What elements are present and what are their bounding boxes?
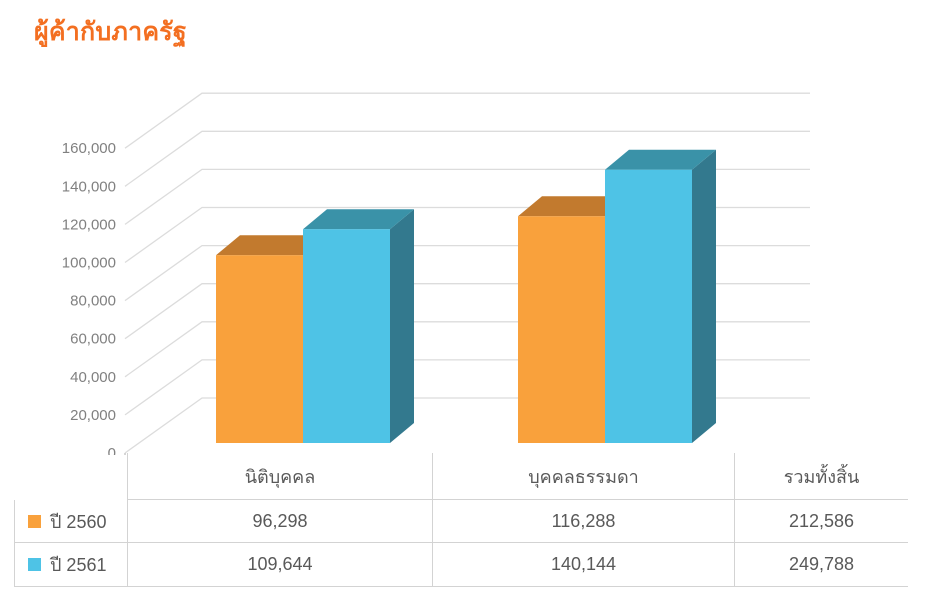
bar-side-face [692,149,716,444]
bar-top-face [605,149,716,170]
y-axis-tick-label: 0 [108,445,116,455]
legend-swatch-2561-icon [28,558,41,571]
bar-front-face [303,229,390,443]
gridline [124,92,810,149]
bar-chart-3d: 0 20,000 40,000 60,000 80,000 100,000 120,000 1… [62,92,810,455]
table-cell: 249,788 [735,543,908,587]
y-axis-tick-label: 120,000 [62,216,116,233]
table-header-legend-spacer [14,453,128,500]
column-header: นิติบุคคล [128,453,433,500]
legend-swatch-2560-icon [28,514,41,528]
bar-front-face [605,169,692,444]
bar-top-face [303,209,414,230]
legend-label: ปี 2560 [50,511,107,532]
y-axis-tick-label: 160,000 [62,140,116,157]
column-header: บุคคลธรรมดา [433,453,735,500]
y-axis-tick-label: 100,000 [62,255,116,272]
page-title: ผู้ค้ากับภาครัฐ [34,18,187,46]
bar-top-face [216,235,327,256]
gridline [124,130,810,187]
table-cell: 109,644 [128,543,433,587]
legend-item-2561: ปี 2561 [14,543,128,587]
y-axis-tick-label: 140,000 [62,178,116,195]
table-cell: 140,144 [433,543,735,587]
bar-front-face [518,216,605,443]
y-axis-tick-label: 80,000 [70,293,116,310]
table-cell: 212,586 [735,500,908,543]
bar-front-face [216,255,303,443]
column-header: รวมทั้งสิ้น [735,453,908,500]
table-cell: 96,298 [128,500,433,543]
y-axis-tick-label: 60,000 [70,331,116,348]
bar-side-face [390,209,414,443]
table-cell: 116,288 [433,500,735,543]
bar-top-face [518,196,629,217]
y-axis-tick-label: 20,000 [70,407,116,424]
data-table: นิติบุคคล บุคคลธรรมดา รวมทั้งสิ้น ปี 256… [14,453,908,587]
legend-label: ปี 2561 [50,555,107,575]
y-axis-tick-label: 40,000 [70,369,116,386]
legend-item-2560: ปี 2560 [14,500,128,543]
